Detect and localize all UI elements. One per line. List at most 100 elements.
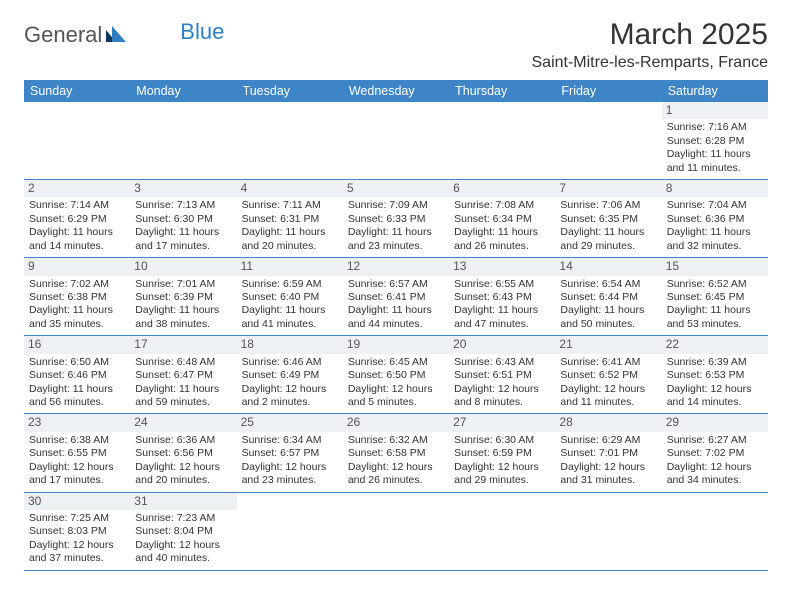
day-cell: 24Sunrise: 6:36 AMSunset: 6:56 PMDayligh… (130, 414, 236, 491)
day-day1: Daylight: 11 hours (135, 383, 231, 396)
day-number: 22 (662, 336, 768, 353)
day-number: 7 (555, 180, 661, 197)
day-day2: and 11 minutes. (667, 162, 763, 175)
day-day2: and 38 minutes. (135, 318, 231, 331)
week-row: 30Sunrise: 7:25 AMSunset: 8:03 PMDayligh… (24, 493, 768, 571)
day-day2: and 17 minutes. (135, 240, 231, 253)
day-day2: and 44 minutes. (348, 318, 444, 331)
day-day2: and 11 minutes. (560, 396, 656, 409)
day-day1: Daylight: 11 hours (242, 226, 338, 239)
day-cell: 17Sunrise: 6:48 AMSunset: 6:47 PMDayligh… (130, 336, 236, 413)
day-sunrise: Sunrise: 7:16 AM (667, 121, 763, 134)
day-sunset: Sunset: 6:35 PM (560, 213, 656, 226)
day-number: 15 (662, 258, 768, 275)
day-day2: and 29 minutes. (560, 240, 656, 253)
day-day2: and 56 minutes. (29, 396, 125, 409)
day-cell: 28Sunrise: 6:29 AMSunset: 7:01 PMDayligh… (555, 414, 661, 491)
logo: General Blue (24, 22, 224, 48)
day-day1: Daylight: 12 hours (135, 539, 231, 552)
day-day2: and 20 minutes. (135, 474, 231, 487)
day-sunrise: Sunrise: 7:08 AM (454, 199, 550, 212)
day-number: 18 (237, 336, 343, 353)
day-day1: Daylight: 11 hours (348, 304, 444, 317)
day-day2: and 50 minutes. (560, 318, 656, 331)
day-cell: 26Sunrise: 6:32 AMSunset: 6:58 PMDayligh… (343, 414, 449, 491)
day-sunrise: Sunrise: 6:34 AM (242, 434, 338, 447)
day-cell: 16Sunrise: 6:50 AMSunset: 6:46 PMDayligh… (24, 336, 130, 413)
empty-cell (662, 493, 768, 570)
day-sunrise: Sunrise: 6:48 AM (135, 356, 231, 369)
empty-cell (449, 493, 555, 570)
calendar: SundayMondayTuesdayWednesdayThursdayFrid… (24, 80, 768, 571)
day-day2: and 23 minutes. (242, 474, 338, 487)
day-day1: Daylight: 11 hours (667, 148, 763, 161)
day-day1: Daylight: 12 hours (667, 383, 763, 396)
day-number: 11 (237, 258, 343, 275)
day-day2: and 40 minutes. (135, 552, 231, 565)
day-sunrise: Sunrise: 7:04 AM (667, 199, 763, 212)
empty-cell (555, 493, 661, 570)
day-cell: 2Sunrise: 7:14 AMSunset: 6:29 PMDaylight… (24, 180, 130, 257)
day-sunrise: Sunrise: 6:29 AM (560, 434, 656, 447)
weekday-header: Sunday (24, 80, 130, 102)
weekday-header: Wednesday (343, 80, 449, 102)
day-sunset: Sunset: 6:49 PM (242, 369, 338, 382)
day-sunrise: Sunrise: 6:55 AM (454, 278, 550, 291)
day-number: 28 (555, 414, 661, 431)
day-cell: 14Sunrise: 6:54 AMSunset: 6:44 PMDayligh… (555, 258, 661, 335)
day-cell: 4Sunrise: 7:11 AMSunset: 6:31 PMDaylight… (237, 180, 343, 257)
day-day1: Daylight: 11 hours (667, 226, 763, 239)
week-row: 16Sunrise: 6:50 AMSunset: 6:46 PMDayligh… (24, 336, 768, 414)
day-number: 5 (343, 180, 449, 197)
day-sunrise: Sunrise: 7:23 AM (135, 512, 231, 525)
day-sunrise: Sunrise: 7:25 AM (29, 512, 125, 525)
day-sunset: Sunset: 6:39 PM (135, 291, 231, 304)
day-sunset: Sunset: 6:44 PM (560, 291, 656, 304)
day-sunset: Sunset: 6:31 PM (242, 213, 338, 226)
day-sunset: Sunset: 6:50 PM (348, 369, 444, 382)
day-cell: 3Sunrise: 7:13 AMSunset: 6:30 PMDaylight… (130, 180, 236, 257)
header: General Blue March 2025 Saint-Mitre-les-… (24, 18, 768, 72)
day-sunset: Sunset: 6:41 PM (348, 291, 444, 304)
day-number: 14 (555, 258, 661, 275)
day-day1: Daylight: 11 hours (667, 304, 763, 317)
day-cell: 12Sunrise: 6:57 AMSunset: 6:41 PMDayligh… (343, 258, 449, 335)
day-day1: Daylight: 11 hours (135, 226, 231, 239)
day-sunrise: Sunrise: 6:30 AM (454, 434, 550, 447)
empty-cell (555, 102, 661, 179)
day-sunrise: Sunrise: 6:50 AM (29, 356, 125, 369)
weekday-header: Friday (555, 80, 661, 102)
day-day1: Daylight: 12 hours (242, 383, 338, 396)
day-number: 17 (130, 336, 236, 353)
day-day2: and 29 minutes. (454, 474, 550, 487)
weekday-row: SundayMondayTuesdayWednesdayThursdayFrid… (24, 80, 768, 102)
empty-cell (130, 102, 236, 179)
day-day2: and 8 minutes. (454, 396, 550, 409)
day-sunset: Sunset: 6:53 PM (667, 369, 763, 382)
day-sunset: Sunset: 6:45 PM (667, 291, 763, 304)
day-day1: Daylight: 12 hours (348, 383, 444, 396)
day-sunrise: Sunrise: 7:01 AM (135, 278, 231, 291)
day-cell: 11Sunrise: 6:59 AMSunset: 6:40 PMDayligh… (237, 258, 343, 335)
day-sunset: Sunset: 6:52 PM (560, 369, 656, 382)
day-sunset: Sunset: 6:33 PM (348, 213, 444, 226)
day-day2: and 5 minutes. (348, 396, 444, 409)
logo-text-a: General (24, 22, 102, 48)
day-day1: Daylight: 11 hours (29, 383, 125, 396)
day-day1: Daylight: 11 hours (29, 226, 125, 239)
day-cell: 7Sunrise: 7:06 AMSunset: 6:35 PMDaylight… (555, 180, 661, 257)
day-day2: and 23 minutes. (348, 240, 444, 253)
day-sunset: Sunset: 6:59 PM (454, 447, 550, 460)
day-number: 25 (237, 414, 343, 431)
day-number: 13 (449, 258, 555, 275)
weekday-header: Thursday (449, 80, 555, 102)
day-number: 26 (343, 414, 449, 431)
day-sunset: Sunset: 6:43 PM (454, 291, 550, 304)
day-sunset: Sunset: 7:01 PM (560, 447, 656, 460)
day-sunrise: Sunrise: 6:52 AM (667, 278, 763, 291)
day-sunset: Sunset: 8:03 PM (29, 525, 125, 538)
month-title: March 2025 (532, 18, 769, 52)
day-sunset: Sunset: 8:04 PM (135, 525, 231, 538)
day-cell: 31Sunrise: 7:23 AMSunset: 8:04 PMDayligh… (130, 493, 236, 570)
day-day2: and 32 minutes. (667, 240, 763, 253)
